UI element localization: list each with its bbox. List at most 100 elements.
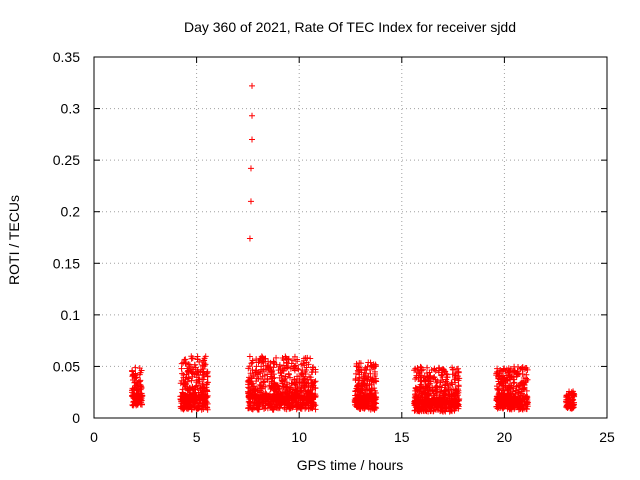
- data-point: [289, 399, 296, 406]
- x-tick-label: 5: [193, 429, 201, 445]
- data-point: [309, 379, 316, 386]
- data-point: [519, 381, 526, 388]
- data-point: [505, 383, 512, 390]
- data-point: [181, 398, 188, 405]
- data-point: [246, 235, 253, 242]
- data-point: [519, 406, 526, 413]
- data-point: [268, 367, 275, 374]
- data-point: [298, 370, 305, 377]
- data-point: [189, 383, 196, 390]
- data-point: [371, 404, 378, 411]
- data-point: [253, 356, 260, 363]
- plot-frame: [93, 56, 608, 419]
- data-point: [448, 407, 455, 414]
- y-axis-label: ROTI / TECUs: [6, 195, 22, 285]
- data-point: [571, 393, 578, 400]
- data-point: [279, 367, 286, 374]
- data-point: [433, 400, 440, 407]
- data-point: [368, 377, 375, 384]
- data-point: [305, 361, 312, 368]
- data-point: [265, 401, 272, 408]
- data-point: [443, 378, 450, 385]
- data-point: [129, 367, 136, 374]
- data-point: [294, 373, 301, 380]
- data-point: [308, 404, 315, 411]
- data-point: [353, 385, 360, 392]
- data-point: [291, 379, 298, 386]
- data-point: [257, 385, 264, 392]
- data-point: [295, 366, 302, 373]
- data-point: [280, 367, 287, 374]
- data-point: [367, 400, 374, 407]
- data-point: [416, 387, 423, 394]
- data-point: [247, 165, 254, 172]
- data-point: [264, 375, 271, 382]
- data-point: [422, 377, 429, 384]
- data-point: [255, 406, 262, 413]
- x-tick-label: 0: [90, 429, 98, 445]
- data-point: [253, 375, 260, 382]
- data-point: [426, 380, 433, 387]
- data-point: [253, 363, 260, 370]
- data-point: [194, 353, 201, 360]
- data-point: [139, 392, 146, 399]
- data-point: [246, 394, 253, 401]
- data-point: [507, 366, 514, 373]
- data-point: [503, 395, 510, 402]
- data-point: [136, 371, 143, 378]
- data-point: [249, 112, 256, 119]
- data-point: [432, 376, 439, 383]
- data-point: [197, 369, 204, 376]
- data-point: [200, 376, 207, 383]
- data-point: [298, 385, 305, 392]
- data-point: [200, 395, 207, 402]
- data-point: [270, 358, 277, 365]
- data-point: [261, 379, 268, 386]
- data-point: [189, 370, 196, 377]
- data-point: [294, 401, 301, 408]
- data-point: [188, 353, 195, 360]
- data-point: [201, 384, 208, 391]
- data-point: [418, 381, 425, 388]
- data-point: [417, 397, 424, 404]
- data-point: [255, 369, 262, 376]
- data-point: [282, 373, 289, 380]
- data-point: [252, 369, 259, 376]
- data-point: [418, 406, 425, 413]
- data-point: [287, 374, 294, 381]
- data-point: [131, 374, 138, 381]
- data-point: [427, 398, 434, 405]
- data-point: [283, 383, 290, 390]
- data-point: [442, 391, 449, 398]
- data-point: [498, 378, 505, 385]
- data-point: [186, 375, 193, 382]
- data-point: [202, 397, 209, 404]
- data-point: [190, 369, 197, 376]
- data-point: [494, 365, 501, 372]
- data-point: [501, 366, 508, 373]
- data-point: [246, 353, 253, 360]
- data-point: [449, 408, 456, 415]
- data-point: [180, 372, 187, 379]
- data-point: [440, 367, 447, 374]
- data-point: [275, 393, 282, 400]
- data-point: [520, 375, 527, 382]
- data-point: [371, 372, 378, 379]
- data-point: [291, 363, 298, 370]
- data-point: [506, 382, 513, 389]
- data-point: [182, 381, 189, 388]
- data-point: [252, 399, 259, 406]
- data-point: [358, 385, 365, 392]
- data-point: [442, 381, 449, 388]
- data-point: [194, 399, 201, 406]
- data-point: [301, 375, 308, 382]
- data-point: [430, 408, 437, 415]
- data-point: [303, 380, 310, 387]
- data-point: [524, 366, 531, 373]
- data-point: [294, 390, 301, 397]
- data-point: [352, 377, 359, 384]
- data-point: [270, 371, 277, 378]
- data-point: [447, 401, 454, 408]
- data-point: [443, 370, 450, 377]
- data-point: [257, 355, 264, 362]
